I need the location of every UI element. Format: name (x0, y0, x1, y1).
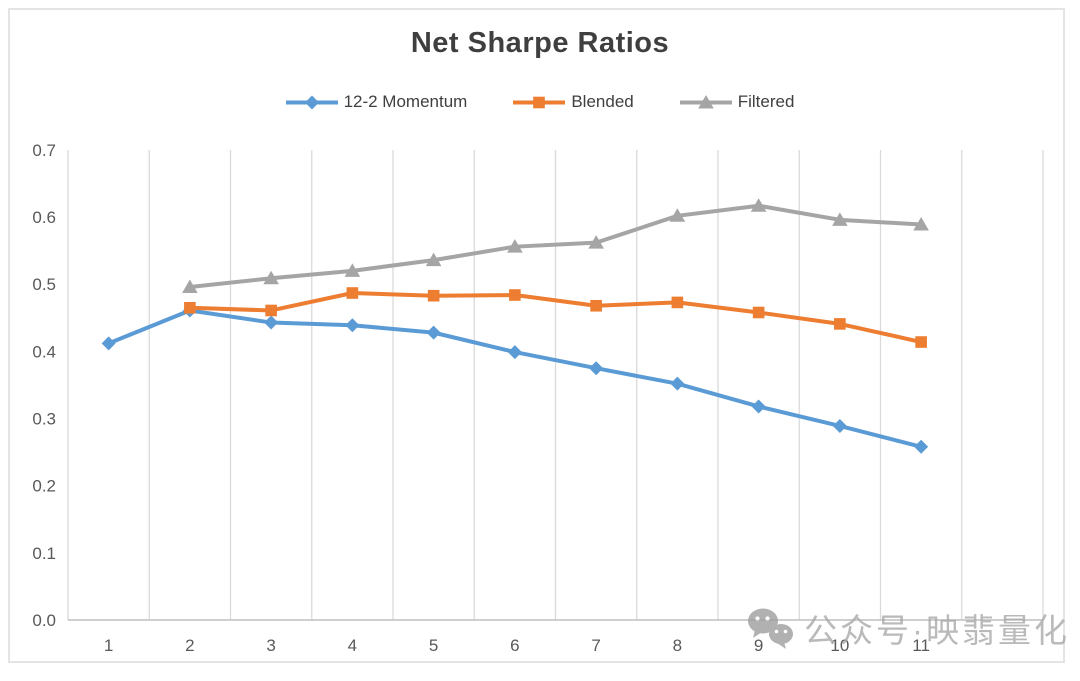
data-point-marker (671, 296, 684, 309)
momentum-line-swatch-icon (285, 95, 338, 109)
data-point-marker (507, 239, 523, 253)
data-point-marker (832, 418, 847, 433)
data-point-marker (750, 198, 767, 212)
legend-label: Filtered (737, 92, 795, 111)
data-point-marker (752, 306, 765, 319)
legend-marker-triangle (697, 94, 714, 108)
data-point-marker (834, 318, 846, 330)
legend-label: 12-2 Momentum (343, 92, 468, 111)
data-point-marker (426, 325, 441, 340)
data-point-marker (182, 279, 198, 293)
y-axis-tick-label: 0.2 (32, 477, 56, 496)
data-point-marker (265, 304, 277, 317)
legend-marker-square (533, 96, 546, 108)
x-axis-tick-label: 10 (830, 636, 849, 655)
chart-title: Net Sharpe Ratios (410, 27, 670, 59)
series-line-triangle (189, 203, 922, 289)
data-point-marker (669, 208, 686, 222)
data-point-marker (264, 315, 279, 330)
x-axis-tick-label: 2 (185, 636, 194, 655)
y-axis-tick-label: 0.4 (32, 342, 56, 361)
filtered-line-swatch-icon (679, 94, 732, 108)
y-axis-tick-label: 0.6 (32, 208, 56, 227)
data-point-marker (509, 289, 521, 301)
legend-item-filtered: Filtered (679, 92, 795, 112)
data-point-marker (915, 336, 927, 348)
data-point-marker (914, 439, 929, 454)
series-line-square (189, 291, 922, 344)
x-axis-tick-label: 1 (104, 636, 113, 655)
data-point-marker (590, 299, 602, 312)
x-axis-tick-label: 3 (266, 636, 275, 655)
data-point-marker (345, 318, 360, 333)
y-axis-tick-label: 0.1 (32, 544, 56, 563)
data-point-marker (184, 301, 196, 314)
data-point-marker (101, 336, 116, 351)
data-point-marker (346, 287, 359, 299)
y-axis-tick-label: 0.5 (32, 275, 56, 294)
data-point-marker (425, 252, 442, 267)
x-axis-tick-label: 9 (754, 636, 763, 655)
data-point-marker (832, 212, 848, 226)
data-point-marker (588, 235, 604, 249)
legend-label: Blended (571, 92, 634, 111)
y-axis-tick-label: 0.0 (32, 611, 56, 630)
legend-marker-diamond (304, 95, 319, 109)
y-axis-tick-label: 0.3 (32, 410, 56, 429)
blended-line-swatch-icon (513, 96, 566, 108)
y-axis-tick-label: 0.7 (32, 141, 56, 160)
data-point-marker (670, 376, 685, 391)
x-axis-tick-label: 7 (591, 636, 600, 655)
legend-item-blended: Blended (513, 92, 634, 112)
legend-item-momentum: 12-2 Momentum (285, 92, 468, 112)
x-axis-tick-label: 8 (673, 636, 682, 655)
x-axis-tick-label: 5 (429, 636, 438, 655)
data-point-marker (344, 263, 361, 277)
data-point-marker (913, 217, 929, 231)
chart-legend: 12-2 Momentum Blended Filtered (0, 92, 1080, 112)
data-point-marker (751, 399, 766, 414)
data-point-marker (589, 361, 604, 376)
x-axis-tick-label: 4 (348, 636, 357, 655)
data-point-marker (263, 270, 279, 285)
data-point-marker (427, 289, 440, 302)
x-axis-tick-label: 6 (510, 636, 519, 655)
data-point-marker (507, 345, 522, 360)
x-axis-tick-label: 11 (912, 636, 930, 655)
